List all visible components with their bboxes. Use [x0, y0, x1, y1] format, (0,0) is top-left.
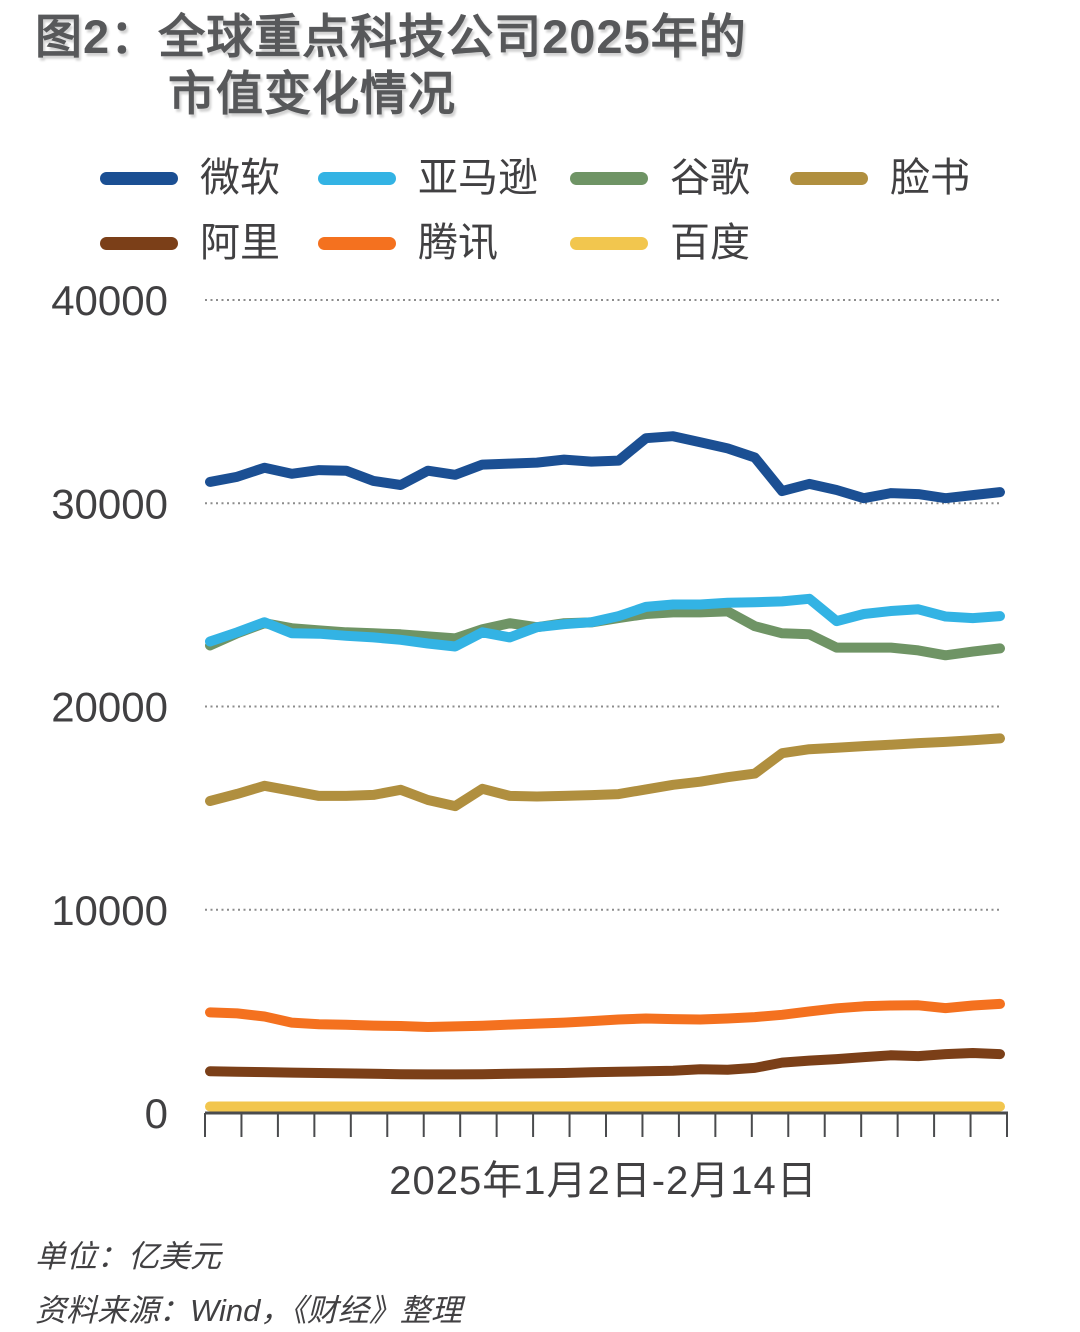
legend-swatch-baidu: [570, 236, 648, 250]
series-line-1-亚马逊: [205, 593, 1005, 652]
legend-label-amazon: 亚马逊: [418, 156, 538, 200]
legend-item-facebook: 脸书: [790, 157, 970, 199]
legend-item-microsoft: 微软: [100, 157, 280, 199]
unit-note: 单位：亿美元: [35, 1239, 221, 1274]
legend-label-google: 谷歌: [670, 156, 750, 200]
legend-item-tencent: 腾讯: [318, 222, 498, 264]
legend-label-facebook: 脸书: [890, 156, 970, 200]
y-tick-label-10000: 10000: [51, 887, 168, 934]
legend-label-baidu: 百度: [670, 221, 750, 265]
chart-title-line1: 图2：全球重点科技公司2025年的: [35, 10, 747, 63]
legend-label-tencent: 腾讯: [418, 221, 498, 265]
y-tick-label-0: 0: [145, 1090, 168, 1137]
legend-swatch-facebook: [790, 171, 868, 185]
legend-item-amazon: 亚马逊: [318, 157, 538, 199]
series-line-0-微软: [205, 431, 1005, 504]
chart-footer: 单位：亿美元 资料来源：Wind，《财经》整理: [35, 1230, 462, 1332]
series-line-5-腾讯: [205, 998, 1005, 1032]
legend-swatch-alibaba: [100, 236, 178, 250]
legend-swatch-tencent: [318, 236, 396, 250]
legend-item-alibaba: 阿里: [100, 222, 280, 264]
chart-title-line2: 市值变化情况: [168, 67, 456, 120]
legend-swatch-amazon: [318, 171, 396, 185]
y-tick-label-30000: 30000: [51, 480, 168, 527]
source-note: 资料来源：Wind，《财经》整理: [35, 1293, 462, 1328]
y-tick-label-40000: 40000: [51, 277, 168, 324]
legend-swatch-google: [570, 171, 648, 185]
series-line-4-阿里: [205, 1048, 1005, 1080]
legend-item-google: 谷歌: [570, 157, 750, 199]
legend-label-microsoft: 微软: [200, 156, 280, 200]
y-tick-label-20000: 20000: [51, 684, 168, 731]
x-axis-label: 2025年1月2日-2月14日: [389, 1159, 818, 1203]
legend-item-baidu: 百度: [570, 222, 750, 264]
chart-title: 图2：全球重点科技公司2025年的 市值变化情况: [35, 8, 747, 122]
legend-label-alibaba: 阿里: [200, 221, 280, 265]
series-line-3-脸书: [205, 733, 1005, 812]
legend-swatch-microsoft: [100, 171, 178, 185]
